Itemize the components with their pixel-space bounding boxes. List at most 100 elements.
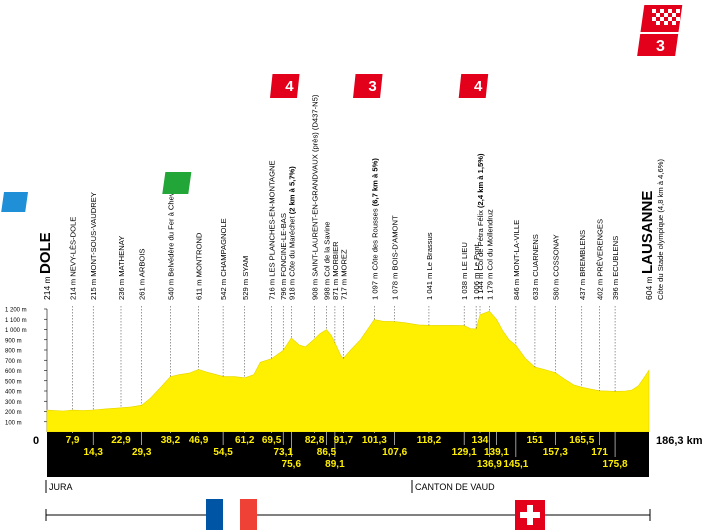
km-label: 139,1 [484, 447, 509, 458]
km-label: 86,5 [317, 447, 337, 458]
place-lines [72, 306, 616, 411]
place-label: 529 m SYAM [241, 256, 250, 300]
km-label: 89,1 [325, 459, 345, 470]
place-label: 540 m Belvédère du Fer à Cheval [166, 186, 175, 300]
climb-category-badge: 4 [269, 74, 300, 98]
y-tick-label: 400 m [5, 390, 22, 396]
km-labels: 7,914,3 22,929,3 38,2 46,9 54,561,2 69,573,17… [66, 435, 628, 470]
y-tick-label: 1 000 m [5, 328, 27, 334]
place-label: 261 m ARBOIS [138, 249, 147, 301]
climb-category-badge: 4 [458, 74, 489, 98]
region-vaud-label: CANTON DE VAUD [415, 482, 495, 492]
place-label: 214 m NEVY-LÈS-DOLE [69, 217, 78, 300]
km-label: 118,2 [417, 435, 442, 446]
start-flag-icon [40, 196, 50, 208]
place-label: 611 m MONTROND [195, 232, 204, 300]
km-label: 54,5 [213, 447, 233, 458]
km-label: 129,1 [452, 447, 477, 458]
place-label: 604 m LAUSANNE [639, 191, 656, 300]
intermediate-sprint-icon: S [162, 172, 217, 194]
switzerland-flag-icon [515, 500, 545, 530]
france-flag-icon [206, 499, 257, 530]
place-label: 716 m LES PLANCHES-EN-MONTAGNE [268, 160, 277, 300]
place-label: 1 038 m LE LIEU [460, 242, 469, 300]
y-tick-label: 1 200 m [5, 308, 27, 314]
region-bar: JURA CANTON DE VAUD [45, 480, 651, 530]
km-label: 82,8 [305, 435, 325, 446]
km-label: 38,2 [161, 435, 181, 446]
place-label: 998 m Col de la Savine [323, 221, 332, 300]
km-label: 157,3 [543, 447, 568, 458]
sprint-label: S [207, 176, 217, 192]
place-label: 402 m PRÉVERENGES [596, 219, 605, 300]
place-label: 908 m SAINT-LAURENT-EN-GRANDVAUX (près) … [311, 94, 320, 300]
place-label: 236 m MATHENAY [117, 236, 126, 300]
km-label: 73,1 [273, 447, 293, 458]
climb-category-label: 3 [368, 78, 376, 95]
km-label: 107,6 [382, 447, 407, 458]
km-ticks [72, 432, 616, 457]
km-label: 29,3 [132, 447, 152, 458]
km-label: 145,1 [503, 459, 528, 470]
finish-badge: 3 [637, 5, 683, 56]
place-label: 437 m BREMBLENS [578, 230, 587, 300]
km-label: 171 [591, 447, 608, 458]
km-label: 91,7 [334, 435, 354, 446]
region-jura-label: JURA [49, 482, 73, 492]
elevation-profile-area [46, 310, 650, 433]
place-label: 1 179 m Col du Mollendruz [485, 209, 494, 300]
start-badge [1, 192, 50, 212]
place-label: 1 041 m Le Brassus [425, 232, 434, 300]
y-tick-label: 600 m [5, 369, 22, 375]
y-tick-label: 1 100 m [5, 318, 27, 324]
place-label: 918 m Côte du Maréchet (2 km à 5,7%) [287, 166, 296, 300]
km-label: 7,9 [66, 435, 80, 446]
place-label: 1 006 m Le Pont [472, 243, 481, 300]
place-label: 215 m MONT-SOUS-VAUDREY [89, 192, 98, 300]
km-label: 136,9 [477, 459, 502, 470]
climb-category-label: 4 [285, 78, 294, 95]
km-label: 61,2 [235, 435, 255, 446]
km-label: 22,9 [111, 435, 131, 446]
climb-category-badge: 3 [353, 74, 383, 98]
y-tick-label: 100 m [5, 420, 22, 426]
km-label: 165,5 [569, 435, 594, 446]
place-label: 633 m CUARNENS [531, 234, 540, 300]
y-tick-label: 700 m [5, 359, 22, 365]
place-label: 846 m MONT-LA-VILLE [512, 220, 521, 300]
place-label: 871 m MORBIER [331, 241, 340, 300]
km-label: 69,5 [262, 435, 282, 446]
y-tick-label: 200 m [5, 410, 22, 416]
finish-description: Côte du Stade olympique (4,8 km à 4,6%) [656, 159, 665, 300]
place-label: 1 097 m Côte des Rousses (6,7 km à 5%) [370, 158, 379, 300]
y-axis: 100 m 200 m 300 m 400 m 500 m 600 m 700 m 800 m… [5, 308, 48, 432]
place-label: 1 078 m BOIS-D'AMONT [391, 215, 400, 300]
markers: S 4 3 4 [162, 74, 489, 194]
y-tick-label: 800 m [5, 349, 22, 355]
finish-climb-category: 3 [656, 38, 665, 55]
place-label: 717 m MOREZ [339, 249, 348, 300]
place-label: 580 m COSSONAY [551, 234, 560, 300]
km-label: 134 [472, 435, 489, 446]
place-label: 214 m DOLE [37, 232, 54, 300]
place-label: 796 m FONCINE-LE-BAS [279, 213, 288, 300]
km-label: 46,9 [189, 435, 209, 446]
km-label: 175,8 [603, 459, 628, 470]
place-label: 542 m CHAMPAGNOLE [219, 218, 228, 300]
km-label: 14,3 [83, 447, 103, 458]
km-band [47, 432, 649, 477]
place-labels: 214 m DOLE 214 m NEVY-LÈS-DOLE 215 m MONT-… [37, 94, 665, 300]
place-label: 1 144 m Col de Pétra Félix (2,4 km à 1,5… [476, 153, 485, 300]
km-label: 101,3 [362, 435, 387, 446]
km-label: 75,6 [282, 459, 302, 470]
climb-category-label: 4 [474, 78, 483, 95]
y-tick-label: 900 m [5, 338, 22, 344]
km-label: 151 [527, 435, 544, 446]
total-distance-label: 186,3 km [656, 435, 703, 447]
finish-flag-icon [652, 9, 680, 25]
y-tick-label: 500 m [5, 379, 22, 385]
zero-km-label: 0 [33, 435, 39, 447]
place-label: 396 m ECUBLENS [611, 236, 620, 300]
y-tick-label: 300 m [5, 400, 22, 406]
